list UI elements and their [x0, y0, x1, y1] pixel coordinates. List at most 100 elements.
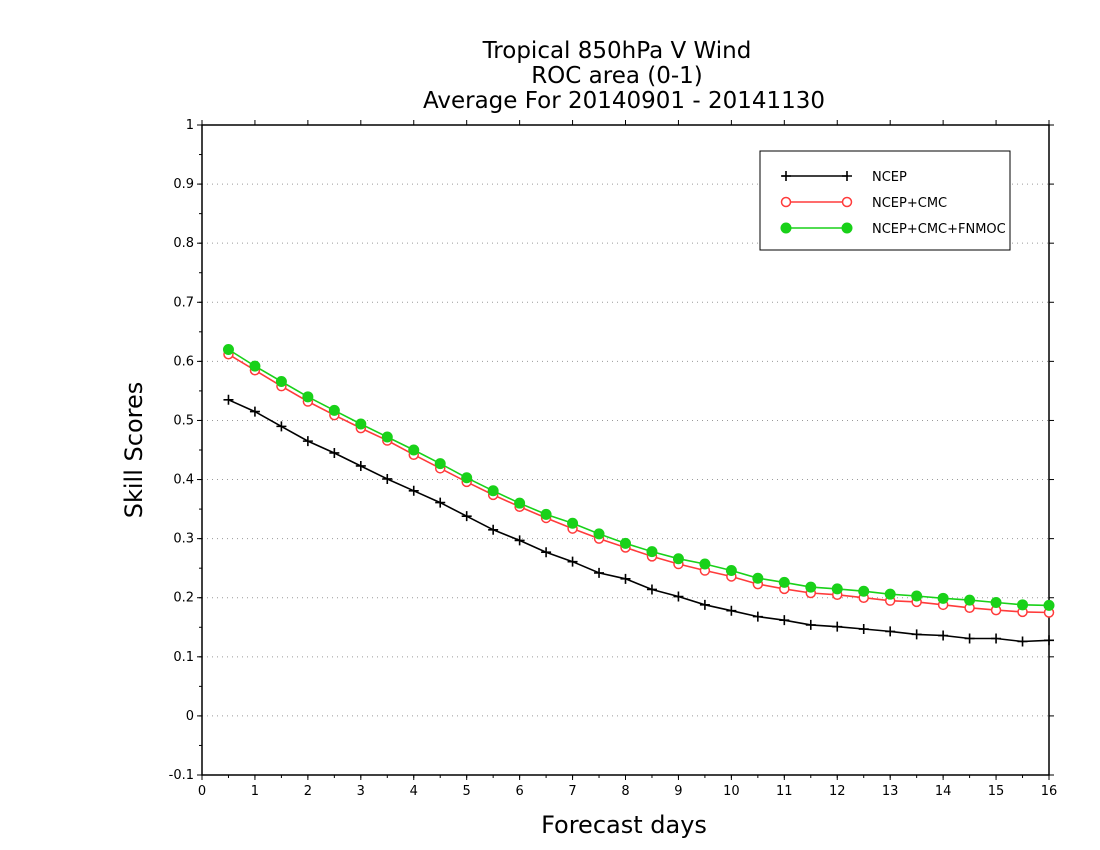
y-axis-label: Skill Scores [120, 382, 148, 519]
data-point [964, 633, 975, 644]
x-axis-label: Forecast days [541, 811, 707, 839]
legend-marker [780, 222, 792, 234]
data-point [964, 594, 976, 606]
legend-marker [841, 222, 853, 234]
data-point [1043, 599, 1055, 611]
data-point [725, 565, 737, 577]
data-point [620, 537, 631, 549]
data-point [249, 406, 260, 417]
data-point [911, 590, 923, 602]
legend-marker [781, 171, 791, 181]
series-line [228, 399, 1050, 643]
data-point [540, 508, 552, 520]
data-point [885, 626, 896, 637]
data-point [302, 436, 313, 447]
x-tick-label: 5 [463, 784, 471, 799]
y-tick-label: 0.6 [173, 354, 194, 369]
legend-box [759, 150, 1011, 251]
data-point [488, 524, 499, 535]
y-tick-label: 0 [186, 709, 194, 724]
data-point [911, 629, 922, 640]
legend-label: NCEP+CMC [872, 196, 947, 211]
data-point [991, 633, 1002, 644]
data-point [752, 572, 764, 584]
data-point [461, 511, 472, 522]
series-line [228, 353, 1050, 614]
data-point [858, 585, 870, 597]
data-point [567, 517, 579, 529]
data-point [408, 444, 420, 456]
chart-title-line-2: ROC area (0-1) [531, 63, 703, 89]
data-point [990, 596, 1002, 608]
x-tick-label: 6 [515, 784, 523, 799]
data-point [249, 360, 261, 372]
data-point [805, 581, 817, 593]
data-point [805, 619, 816, 630]
data-point [884, 588, 896, 600]
x-tick-label: 1 [251, 784, 259, 799]
x-tick-label: 14 [935, 784, 952, 799]
x-tick-label: 12 [829, 784, 846, 799]
legend: NCEP NCEP+CMC NCEP+CMC+FNMOC [759, 150, 1011, 251]
data-point [275, 375, 287, 387]
legend-label: NCEP+CMC+FNMOC [872, 222, 1006, 237]
data-point [779, 615, 790, 626]
series-layer [222, 344, 1055, 647]
data-point [778, 576, 790, 588]
legend-marker [842, 171, 852, 181]
data-point [672, 553, 684, 565]
data-point [328, 404, 340, 416]
y-tick-label: 0.3 [173, 532, 194, 547]
chart-title-line-1: Tropical 850hPa V Wind [482, 38, 752, 64]
x-tick-label: 13 [882, 784, 899, 799]
x-tick-label: 2 [304, 784, 312, 799]
series-ncep-cmc [223, 349, 1055, 618]
y-tick-label: -0.1 [169, 768, 194, 783]
data-point [699, 558, 711, 570]
data-point [461, 472, 473, 484]
data-point [1017, 599, 1029, 611]
series-ncep-cmc-fnmoc [222, 344, 1055, 611]
y-tick-label: 0.2 [173, 591, 194, 606]
data-point [514, 535, 525, 546]
x-tick-label: 3 [357, 784, 365, 799]
data-point [329, 447, 340, 458]
data-point [646, 546, 658, 558]
data-point [302, 391, 314, 403]
legend-entry: NCEP+CMC [780, 196, 947, 211]
legend-marker [841, 196, 853, 208]
y-tick-label: 0.4 [173, 473, 194, 488]
data-point [381, 431, 393, 443]
legend-entry: NCEP [781, 170, 907, 185]
x-tick-label: 9 [674, 784, 682, 799]
x-tick-label: 7 [568, 784, 576, 799]
data-point [567, 556, 578, 567]
data-point [673, 591, 684, 602]
legend-marker [780, 196, 792, 208]
x-tick-label: 8 [621, 784, 629, 799]
legend-label: NCEP [872, 170, 907, 185]
y-tick-label: 0.8 [173, 236, 194, 251]
x-tick-label: 0 [198, 784, 206, 799]
y-tick-label: 0.7 [173, 295, 194, 310]
data-point [276, 421, 287, 432]
data-point [831, 583, 843, 595]
data-point [593, 528, 605, 540]
data-point [541, 547, 552, 558]
data-point [434, 458, 446, 470]
data-point [408, 485, 419, 496]
data-point [594, 567, 605, 578]
data-point [435, 497, 446, 508]
chart-title-line-3: Average For 20140901 - 20141130 [423, 88, 825, 114]
axis-layer: -0.100.10.20.30.40.50.60.70.80.910 1 2 3 4 5 6… [169, 118, 1058, 799]
data-point [355, 460, 366, 471]
data-point [699, 599, 710, 610]
data-point [355, 418, 367, 430]
x-tick-label: 15 [988, 784, 1005, 799]
y-tick-label: 0.1 [173, 650, 194, 665]
data-point [938, 630, 949, 641]
series-line [228, 348, 1050, 607]
data-point [858, 624, 869, 635]
